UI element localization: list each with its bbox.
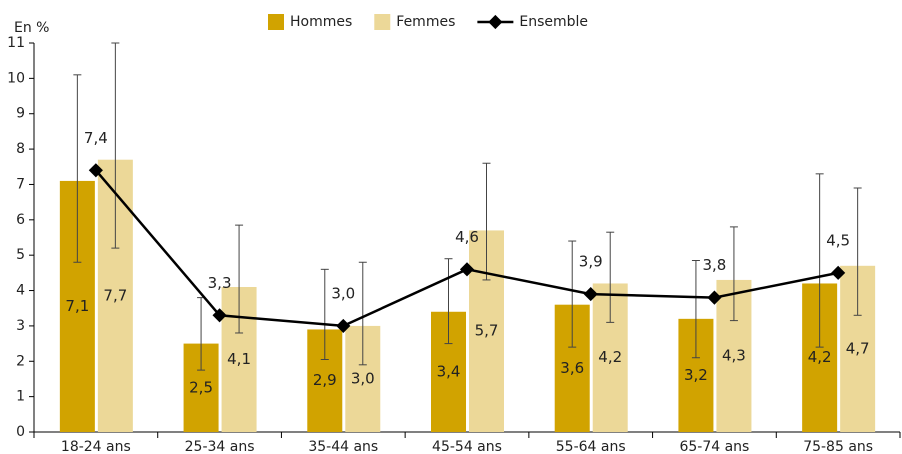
x-tick-label: 25-34 ans: [185, 439, 255, 454]
legend-marker: [488, 14, 503, 30]
legend-label: Femmes: [396, 14, 455, 30]
error-bar: [568, 240, 577, 348]
line-marker: [336, 318, 351, 333]
error-bar: [482, 162, 491, 281]
value-label: 3,3: [208, 274, 232, 292]
value-label: 4,2: [808, 348, 832, 366]
error-bar: [320, 268, 329, 361]
error-bar: [691, 259, 700, 359]
value-label: 4,2: [598, 348, 622, 366]
error-bar: [235, 224, 244, 334]
error-bar: [358, 261, 367, 366]
value-label: 7,1: [65, 297, 89, 315]
line-marker: [831, 265, 846, 280]
x-tick-label: 55-64 ans: [556, 439, 626, 454]
x-tick-label: 65-74 ans: [679, 439, 749, 454]
y-tick-label: 4: [16, 283, 25, 299]
value-label: 3,2: [684, 366, 708, 384]
value-label: 3,0: [331, 284, 355, 302]
legend-label: Ensemble: [519, 14, 588, 30]
error-bar: [444, 258, 453, 345]
error-bar: [853, 187, 862, 316]
y-tick-label: 0: [16, 424, 25, 440]
value-label: 3,6: [560, 359, 584, 377]
error-bar: [815, 173, 824, 348]
y-tick-label: 2: [16, 353, 25, 369]
value-label: 4,5: [826, 231, 850, 249]
legend-swatch: [374, 14, 391, 30]
legend-label: Hommes: [290, 14, 352, 30]
line-marker: [212, 308, 227, 323]
value-label: 4,3: [722, 346, 746, 364]
y-tick-label: 8: [16, 141, 25, 157]
legend-swatch: [268, 14, 284, 30]
y-tick-label: 10: [7, 70, 25, 86]
error-bar: [73, 74, 82, 263]
y-tick-label: 7: [16, 176, 25, 192]
value-label: 3,9: [579, 253, 603, 271]
y-tick-label: 5: [16, 247, 25, 263]
y-tick-label: 3: [16, 318, 25, 334]
error-bar: [111, 42, 120, 249]
y-tick-label: 11: [7, 35, 25, 51]
x-tick-label: 35-44 ans: [308, 439, 378, 454]
value-label: 4,7: [846, 339, 870, 357]
line-marker: [459, 262, 475, 277]
value-label: 2,9: [313, 371, 337, 389]
value-label: 5,7: [475, 322, 499, 340]
x-tick-label: 18-24 ans: [61, 439, 131, 454]
value-label: 2,5: [189, 378, 213, 396]
y-tick-label: 6: [16, 212, 25, 228]
value-label: 4,6: [455, 228, 479, 246]
value-label: 3,8: [702, 256, 726, 274]
error-bar: [606, 231, 615, 323]
value-label: 3,4: [437, 362, 461, 380]
value-label: 7,7: [103, 286, 127, 304]
x-tick-label: 45-54 ans: [432, 439, 502, 454]
y-tick-label: 9: [16, 106, 25, 122]
x-tick-label: 75-85 ans: [803, 439, 873, 454]
line-marker: [707, 290, 722, 305]
value-label: 4,1: [227, 350, 251, 368]
y-axis-label: En %: [14, 20, 49, 36]
value-label: 7,4: [84, 129, 108, 147]
line-marker: [583, 287, 598, 302]
y-tick-label: 1: [16, 389, 25, 405]
error-bar: [729, 226, 738, 322]
value-label: 3,0: [351, 369, 375, 387]
